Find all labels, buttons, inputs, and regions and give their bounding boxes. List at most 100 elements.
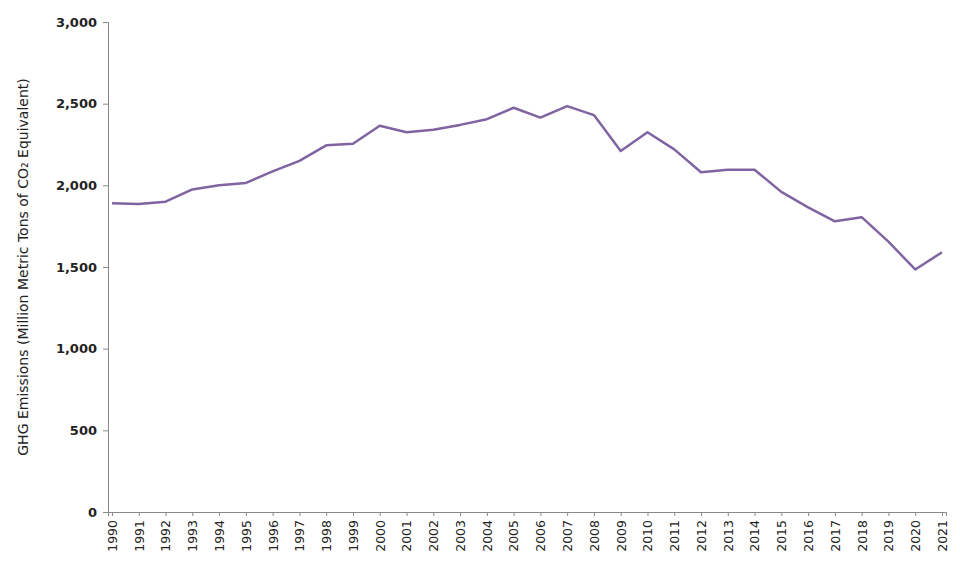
x-tick-label: 2015 (774, 520, 789, 552)
y-tick-mark (103, 267, 108, 268)
x-tick-label: 2009 (614, 520, 629, 552)
x-tick: 1994 (212, 512, 227, 552)
x-tick: 2010 (640, 512, 655, 552)
x-tick: 2016 (801, 512, 816, 552)
x-tick-label: 2019 (881, 520, 896, 552)
x-tick-mark (594, 512, 595, 516)
x-tick-mark (112, 512, 113, 516)
x-tick-mark (460, 512, 461, 516)
x-tick: 2008 (587, 512, 602, 552)
y-tick: 2,500 (56, 96, 108, 111)
x-tick-mark (487, 512, 488, 516)
plot: 05001,0001,5002,0002,5003,00019901991199… (15, 15, 950, 552)
x-tick: 2007 (560, 512, 575, 552)
x-tick-mark (755, 512, 756, 516)
y-tick: 0 (88, 505, 108, 520)
x-tick: 2000 (373, 512, 388, 552)
y-tick-label: 0 (88, 505, 97, 520)
y-tick-mark (103, 185, 108, 186)
x-tick: 1997 (292, 512, 307, 552)
y-tick: 1,500 (56, 260, 108, 275)
x-tick-label: 1995 (239, 520, 254, 552)
x-tick-mark (299, 512, 300, 516)
x-tick-label: 2014 (747, 520, 762, 552)
x-tick-mark (567, 512, 568, 516)
x-tick-label: 2002 (426, 520, 441, 552)
y-tick-mark (103, 22, 108, 23)
y-tick-mark (103, 104, 108, 105)
y-tick-label: 2,000 (56, 178, 97, 193)
x-tick-mark (514, 512, 515, 516)
x-tick: 2021 (935, 512, 950, 552)
x-tick: 2015 (774, 512, 789, 552)
x-tick: 1998 (319, 512, 334, 552)
x-tick-label: 2004 (480, 520, 495, 552)
x-tick-label: 2013 (721, 520, 736, 552)
x-tick-label: 2021 (935, 520, 950, 552)
x-tick-label: 1998 (319, 520, 334, 552)
x-axis: 1990199119921993199419951996199719981999… (105, 512, 950, 552)
x-tick-label: 2006 (533, 520, 548, 552)
y-tick-label: 3,000 (56, 15, 97, 30)
x-tick-mark (781, 512, 782, 516)
x-tick-mark (246, 512, 247, 516)
y-tick: 2,000 (56, 178, 108, 193)
x-tick-mark (888, 512, 889, 516)
x-tick-mark (728, 512, 729, 516)
x-tick-label: 2018 (855, 520, 870, 552)
x-tick-label: 2016 (801, 520, 816, 552)
y-tick-label: 2,500 (56, 96, 97, 111)
x-tick-label: 1990 (105, 520, 120, 552)
chart: 05001,0001,5002,0002,5003,00019901991199… (0, 0, 960, 576)
x-tick: 2019 (881, 512, 896, 552)
x-tick-mark (647, 512, 648, 516)
x-tick-label: 1991 (132, 520, 147, 552)
x-tick-label: 1997 (292, 520, 307, 552)
x-tick-label: 2010 (640, 520, 655, 552)
x-tick-mark (326, 512, 327, 516)
x-axis-line (109, 513, 947, 517)
y-tick-mark (103, 430, 108, 431)
y-tick-label: 1,500 (56, 260, 97, 275)
line (112, 106, 942, 269)
x-tick: 2006 (533, 512, 548, 552)
x-tick-mark (540, 512, 541, 516)
x-tick-mark (942, 512, 943, 516)
y-tick-mark (103, 512, 108, 513)
x-tick-mark (674, 512, 675, 516)
x-tick-mark (808, 512, 809, 516)
x-tick-mark (192, 512, 193, 516)
x-tick: 2001 (399, 512, 414, 552)
x-tick-mark (380, 512, 381, 516)
y-tick-mark (103, 349, 108, 350)
y-axis-line (103, 23, 109, 513)
x-tick: 2018 (855, 512, 870, 552)
series (112, 106, 942, 269)
x-tick: 1992 (158, 512, 173, 552)
x-tick-mark (835, 512, 836, 516)
x-tick: 2012 (694, 512, 709, 552)
y-axis-title: GHG Emissions (Million Metric Tons of CO… (15, 78, 31, 456)
x-tick: 2002 (426, 512, 441, 552)
x-tick-mark (139, 512, 140, 516)
x-tick-label: 1992 (158, 520, 173, 552)
x-tick-label: 2003 (453, 520, 468, 552)
x-tick-label: 2012 (694, 520, 709, 552)
x-tick: 2011 (667, 512, 682, 552)
x-tick-mark (621, 512, 622, 516)
x-tick: 1990 (105, 512, 120, 552)
x-tick: 2009 (614, 512, 629, 552)
x-tick: 2017 (828, 512, 843, 552)
x-tick: 2004 (480, 512, 495, 552)
y-tick: 3,000 (56, 15, 108, 30)
x-tick: 2005 (506, 512, 521, 552)
x-tick-mark (862, 512, 863, 516)
x-tick: 2003 (453, 512, 468, 552)
x-tick-label: 1999 (346, 520, 361, 552)
x-tick: 1993 (185, 512, 200, 552)
x-tick-label: 2011 (667, 520, 682, 552)
x-tick: 1995 (239, 512, 254, 552)
x-tick-mark (219, 512, 220, 516)
x-tick: 2014 (747, 512, 762, 552)
y-tick-label: 1,000 (56, 341, 97, 356)
